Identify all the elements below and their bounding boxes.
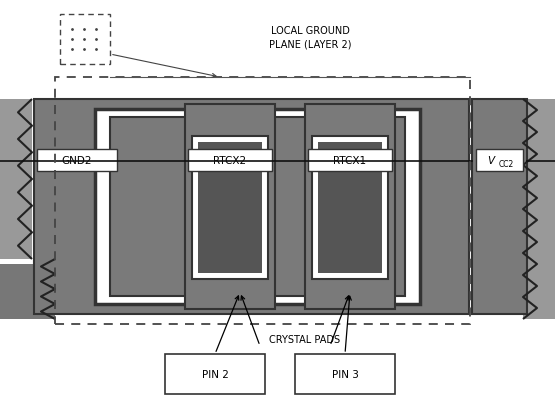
Text: RTCX1: RTCX1: [334, 156, 366, 166]
Bar: [110, 118, 405, 296]
Bar: [472, 100, 527, 314]
Bar: [308, 149, 392, 172]
Text: V: V: [487, 156, 495, 166]
Bar: [295, 354, 395, 394]
Bar: [0, 264, 55, 319]
Text: GND2: GND2: [62, 156, 92, 166]
Text: LOCAL GROUND
PLANE (LAYER 2): LOCAL GROUND PLANE (LAYER 2): [269, 26, 351, 49]
Bar: [523, 100, 555, 319]
Bar: [318, 143, 382, 273]
Bar: [95, 110, 420, 304]
Bar: [165, 354, 265, 394]
Bar: [305, 105, 395, 309]
Text: PIN 3: PIN 3: [331, 369, 359, 379]
Bar: [198, 143, 262, 273]
Text: RTCX2: RTCX2: [214, 156, 246, 166]
Bar: [476, 149, 523, 172]
Bar: [192, 136, 268, 279]
Bar: [312, 136, 388, 279]
Text: CRYSTAL PADS: CRYSTAL PADS: [269, 334, 341, 344]
Text: CC2: CC2: [499, 160, 514, 169]
Text: PIN 2: PIN 2: [201, 369, 229, 379]
Bar: [185, 105, 275, 309]
Bar: [60, 15, 110, 65]
Bar: [188, 149, 272, 172]
Bar: [37, 149, 117, 172]
Bar: [34, 100, 469, 314]
Bar: [0, 100, 32, 259]
Bar: [55, 78, 470, 324]
